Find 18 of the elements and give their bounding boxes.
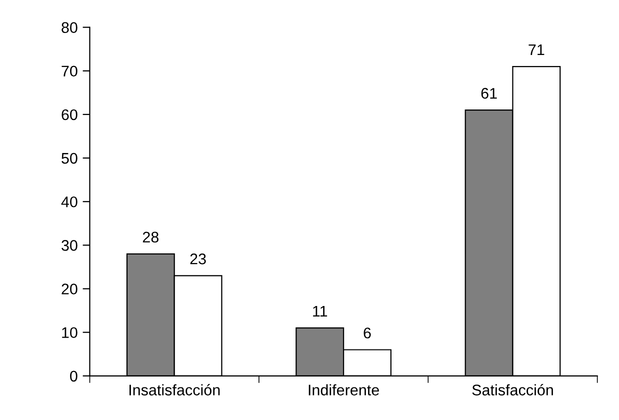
x-tick-label: Satisfacción <box>472 384 553 396</box>
data-label: 61 <box>481 88 497 99</box>
y-tick-label: 50 <box>62 152 78 164</box>
data-label: 23 <box>190 254 206 264</box>
y-tick-label: 20 <box>62 284 78 294</box>
y-tick-label: 60 <box>62 109 78 120</box>
data-label: 28 <box>142 232 158 243</box>
y-tick-label: 70 <box>62 66 78 77</box>
data-label: 11 <box>313 306 328 316</box>
data-label: 6 <box>364 328 371 338</box>
y-tick-label: 80 <box>62 22 78 33</box>
x-tick-label: Insatisfacción <box>129 384 220 396</box>
y-tick-label: 40 <box>61 196 78 208</box>
y-tick-label: 10 <box>62 327 78 338</box>
y-tick-label: 0 <box>70 370 78 382</box>
x-tick-label: Indiferente <box>308 384 379 396</box>
data-label: 71 <box>528 44 544 56</box>
y-tick-label: 30 <box>62 240 78 251</box>
